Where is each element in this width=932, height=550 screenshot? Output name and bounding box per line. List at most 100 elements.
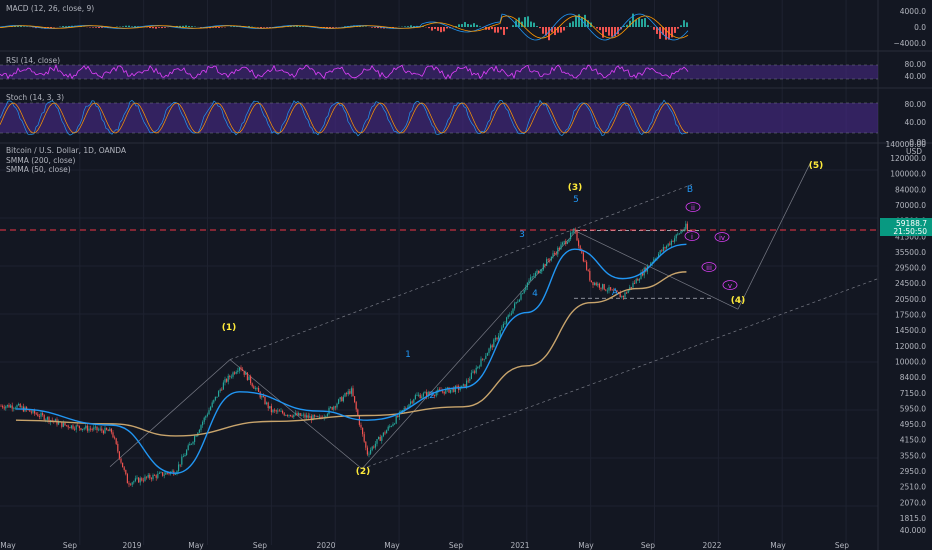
stoch-band (0, 103, 878, 133)
candle-body (517, 301, 519, 303)
candle-body (512, 308, 514, 314)
candle-body (13, 408, 15, 409)
candle-body (418, 394, 420, 396)
macd-histogram-bar (20, 26, 22, 27)
candle-body (384, 432, 386, 434)
candle-body (619, 293, 621, 298)
candle-body (149, 474, 151, 479)
macd-histogram-bar (467, 23, 469, 27)
candle-body (82, 428, 84, 431)
candle-body (250, 376, 252, 384)
macd-histogram-bar (578, 14, 580, 27)
candle-body (291, 416, 293, 418)
price-tick: 2510.0 (900, 483, 926, 492)
candle-body (219, 389, 221, 392)
candle-body (93, 427, 95, 430)
macd-histogram-bar (497, 27, 499, 33)
macd-histogram-bar (443, 27, 445, 32)
macd-histogram-bar (473, 23, 475, 27)
candle-body (274, 409, 276, 411)
macd-histogram-bar (332, 27, 334, 28)
candle-body (501, 327, 503, 331)
candle-body (664, 247, 666, 249)
candle-body (16, 405, 18, 408)
macd-histogram-bar (581, 17, 583, 27)
candle-body (507, 315, 509, 318)
candle-body (434, 395, 436, 396)
candle-body (213, 399, 215, 403)
smma50-legend[interactable]: SMMA (50, close) (6, 165, 71, 174)
candle-body (10, 405, 12, 408)
candle-body (506, 317, 508, 324)
candle-body (190, 443, 192, 445)
candle-body (600, 287, 602, 289)
candle-body (306, 415, 308, 418)
candle-body (208, 410, 210, 415)
candle-body (302, 414, 304, 416)
candle-body (674, 238, 676, 242)
macd-histogram-bar (638, 18, 640, 27)
candle-body (40, 413, 42, 417)
macd-histogram-bar (635, 19, 637, 27)
candle-body (515, 301, 517, 304)
wave-line (737, 163, 811, 310)
candle-body (293, 414, 295, 417)
candle-body (432, 393, 434, 396)
candle-body (106, 427, 108, 430)
price-tick: 29500.0 (895, 264, 926, 273)
candle-body (363, 434, 365, 442)
stoch-tick: 0.00 (909, 138, 926, 147)
candle-body (520, 293, 522, 300)
last-price-text: 59188.7 (896, 219, 927, 228)
candle-body (70, 425, 72, 429)
symbol-title[interactable]: Bitcoin / U.S. Dollar, 1D, OANDA (6, 146, 126, 155)
candle-body (133, 481, 135, 483)
candle-body (450, 389, 452, 393)
candle-body (621, 295, 623, 298)
macd-histogram-bar (188, 26, 190, 27)
price-tick: 2950.0 (900, 467, 926, 476)
candle-body (189, 443, 191, 446)
macd-histogram-bar (182, 25, 184, 27)
candle-body (366, 447, 368, 455)
candle-body (536, 270, 538, 273)
candle-body (277, 410, 279, 412)
candle-body (616, 290, 618, 293)
time-tick: May (0, 541, 16, 550)
macd-histogram-bar (677, 27, 679, 29)
candle-body (6, 404, 8, 407)
candle-body (130, 484, 132, 486)
candle-body (686, 223, 688, 231)
candle-body (90, 428, 92, 430)
candle-body (117, 443, 119, 452)
wave-sub-label: v (728, 282, 732, 290)
candle-body (222, 382, 224, 390)
candle-body (45, 419, 47, 421)
macd-histogram-bar (527, 16, 529, 27)
candle-body (598, 283, 600, 288)
candle-body (475, 367, 477, 373)
macd-histogram-bar (548, 27, 550, 41)
smma200-legend[interactable]: SMMA (200, close) (6, 156, 76, 165)
candle-body (123, 467, 125, 470)
candle-body (474, 371, 476, 373)
candle-body (168, 473, 170, 475)
candle-body (349, 391, 351, 394)
macd-histogram-bar (359, 26, 361, 27)
candle-body (685, 223, 687, 229)
candle-body (424, 392, 426, 394)
macd-histogram-bar (233, 26, 235, 27)
candle-body (296, 412, 298, 416)
last-price-flag (880, 218, 932, 236)
macd-histogram-bar (593, 26, 595, 27)
candle-body (267, 402, 269, 409)
candle-body (470, 372, 472, 379)
candle-body (387, 426, 389, 431)
candle-body (42, 413, 44, 416)
candle-body (502, 323, 504, 328)
candle-body (214, 396, 216, 400)
candle-body (365, 441, 367, 448)
macd-histogram-bar (686, 22, 688, 27)
candle-body (181, 456, 183, 465)
